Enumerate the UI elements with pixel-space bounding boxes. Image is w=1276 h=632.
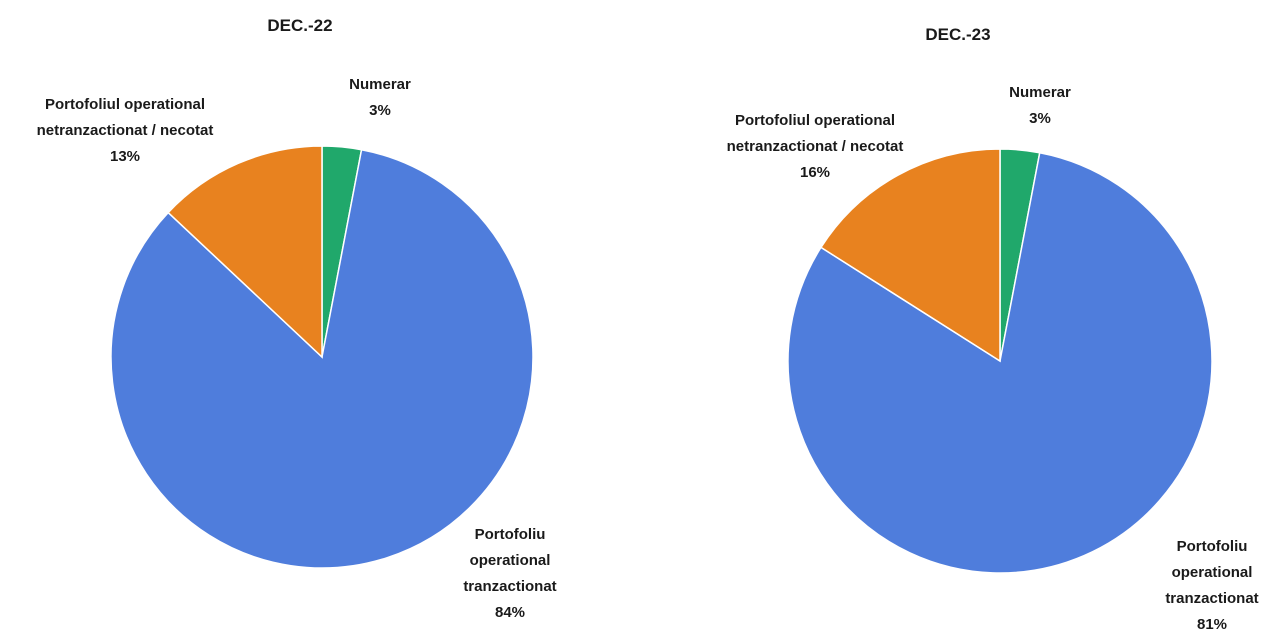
value-label: 13% — [109, 148, 141, 165]
data-label: Numerar 3% — [320, 72, 440, 124]
category-label: Numerar — [1009, 84, 1071, 101]
chart-title: DEC.-22 — [267, 16, 333, 35]
category-label: Numerar — [349, 76, 411, 93]
data-label: Portofoliul operational netranzactionat … — [693, 108, 938, 186]
data-label: Numerar 3% — [980, 80, 1100, 132]
data-label: Portofoliu operational tranzactionat 84% — [440, 522, 580, 626]
pie-slice — [110, 148, 534, 569]
data-label: Portofoliu operational tranzactionat 81% — [1142, 534, 1276, 632]
pie-slice — [787, 151, 1213, 574]
pie-slice — [819, 148, 1001, 363]
category-label: Portofoliul operational netranzactionat … — [726, 112, 904, 155]
value-label: 81% — [1196, 616, 1228, 632]
data-label: Portofoliul operational netranzactionat … — [19, 92, 231, 170]
pie-slice — [167, 145, 323, 359]
value-label: 16% — [799, 164, 831, 181]
chart-title: DEC.-23 — [925, 25, 991, 44]
value-label: 3% — [369, 102, 391, 119]
category-label: Portofoliu operational tranzactionat — [463, 526, 557, 595]
value-label: 84% — [494, 604, 526, 621]
category-label: Portofoliul operational netranzactionat … — [36, 96, 214, 139]
category-label: Portofoliu operational tranzactionat — [1165, 538, 1259, 607]
value-label: 3% — [1029, 110, 1051, 127]
